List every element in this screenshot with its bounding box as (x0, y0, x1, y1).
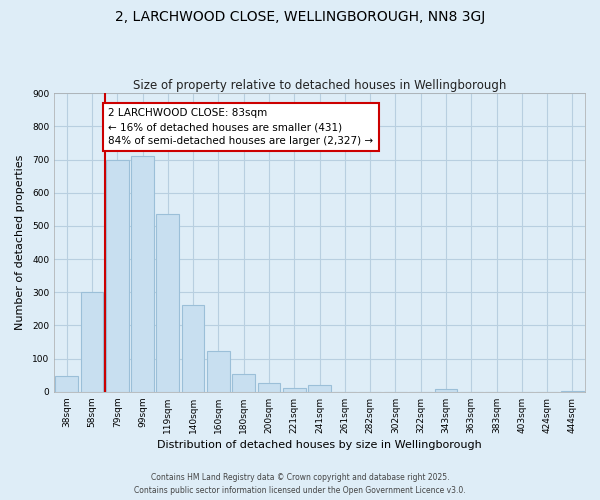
Bar (232, 374, 255, 392)
Y-axis label: Number of detached properties: Number of detached properties (15, 155, 25, 330)
Bar (257, 382, 280, 392)
Title: Size of property relative to detached houses in Wellingborough: Size of property relative to detached ho… (133, 79, 506, 92)
Bar (434, 388, 457, 392)
Bar (207, 352, 230, 392)
Text: 2, LARCHWOOD CLOSE, WELLINGBOROUGH, NN8 3GJ: 2, LARCHWOOD CLOSE, WELLINGBOROUGH, NN8 … (115, 10, 485, 24)
Bar (55, 376, 78, 392)
Text: Contains HM Land Registry data © Crown copyright and database right 2025.
Contai: Contains HM Land Registry data © Crown c… (134, 474, 466, 495)
Bar (80, 292, 103, 392)
X-axis label: Distribution of detached houses by size in Wellingborough: Distribution of detached houses by size … (157, 440, 482, 450)
Bar (182, 304, 205, 392)
Bar (283, 388, 305, 392)
Bar (106, 160, 128, 392)
Bar (131, 156, 154, 392)
Text: 2 LARCHWOOD CLOSE: 83sqm
← 16% of detached houses are smaller (431)
84% of semi-: 2 LARCHWOOD CLOSE: 83sqm ← 16% of detach… (109, 108, 374, 146)
Bar (561, 391, 584, 392)
Bar (308, 385, 331, 392)
Bar (157, 214, 179, 392)
